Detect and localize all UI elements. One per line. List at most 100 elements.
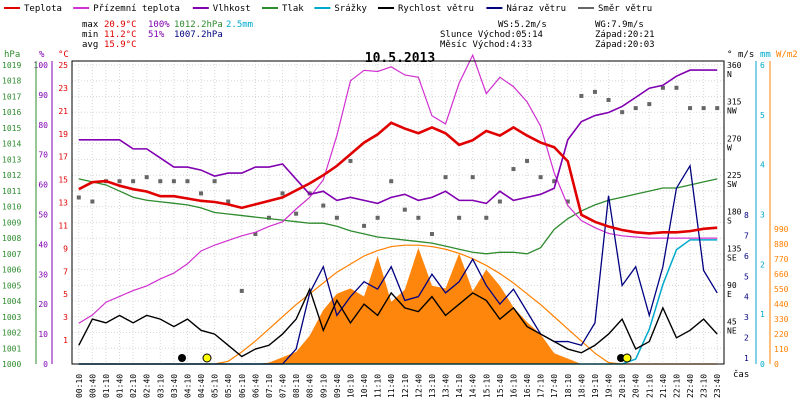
x-tick: 11:10 <box>374 374 383 398</box>
wind-direction-point <box>579 93 584 98</box>
hpa-tick: 1011 <box>2 187 21 196</box>
c-tick: 21 <box>58 107 68 116</box>
x-tick: 16:40 <box>523 374 532 398</box>
legend-label: Tlak <box>282 4 304 14</box>
pct-tick: 10 <box>38 330 48 339</box>
mm-tick: 1 <box>760 310 765 319</box>
x-tick: 08:10 <box>292 374 301 398</box>
x-tick: 17:40 <box>550 374 559 398</box>
stats-max-temp: 20.9°C <box>104 20 137 30</box>
legend-label: Srážky <box>334 4 367 14</box>
pct-tick: 80 <box>38 121 48 130</box>
ms-tick: 7 <box>744 231 749 240</box>
dir-deg-tick: 360 <box>727 61 742 70</box>
wind-direction-point <box>76 195 81 200</box>
wind-direction-point <box>592 89 597 94</box>
x-tick: 22:40 <box>686 374 695 398</box>
x-tick: 23:40 <box>713 374 722 398</box>
wind-direction-point <box>294 211 299 216</box>
wind-direction-point <box>334 215 339 220</box>
left-axes: 1019101810171016101510141013101210111010… <box>2 61 68 369</box>
sunset-marker <box>622 353 632 363</box>
x-tick: 17:10 <box>537 374 546 398</box>
legend-label: Přízemní teplota <box>93 4 180 14</box>
moonrise-marker <box>178 354 186 362</box>
pct-tick: 90 <box>38 91 48 100</box>
dir-deg-tick: 135 <box>727 244 742 253</box>
wind-direction-point <box>633 106 638 111</box>
stats-moon: Měsíc Východ:4:33 <box>440 40 532 50</box>
stats-sun-set: Západ:20:21 <box>595 30 655 40</box>
ms-tick: 6 <box>744 252 749 261</box>
hpa-tick: 1009 <box>2 218 21 227</box>
stats-moon-set: Západ:20:03 <box>595 40 655 50</box>
x-tick: 21:40 <box>659 374 668 398</box>
pct-tick: 60 <box>38 181 48 190</box>
ms-tick: 8 <box>744 211 749 220</box>
wind-direction-point <box>565 199 570 204</box>
pct-tick: 100 <box>34 61 49 70</box>
wind-direction-point <box>389 179 394 184</box>
wind-direction-point <box>538 175 543 180</box>
hpa-tick: 1003 <box>2 313 21 322</box>
x-tick: 05:40 <box>224 374 233 398</box>
wind-direction-point <box>457 215 462 220</box>
stats-block: max 20.9°C 100% 1012.2hPa 2.5mm min 11.2… <box>82 20 655 50</box>
wind-direction-point <box>212 179 217 184</box>
wm2-tick: 660 <box>774 270 789 279</box>
sun-moon-markers <box>178 353 632 363</box>
dir-label-tick: SE <box>727 253 737 262</box>
legend-label: Náraz větru <box>506 4 566 14</box>
wind-direction-point <box>497 199 502 204</box>
plot-frame <box>71 60 725 365</box>
axis-title-wm2: W/m2 <box>776 50 798 60</box>
sunrise-marker <box>202 353 212 363</box>
wind-direction-point <box>226 199 231 204</box>
x-tick: 10:10 <box>346 374 355 398</box>
x-tick: 01:40 <box>116 374 125 398</box>
mm-tick: 4 <box>760 161 765 170</box>
pct-tick: 0 <box>43 360 48 369</box>
pct-tick: 40 <box>38 240 48 249</box>
x-tick: 19:10 <box>591 374 600 398</box>
x-tick: 12:40 <box>414 374 423 398</box>
wind-direction-point <box>185 179 190 184</box>
pressure-line <box>78 178 718 255</box>
wind-direction-point <box>266 215 271 220</box>
wind-direction-point <box>239 288 244 293</box>
x-tick: 20:10 <box>618 374 627 398</box>
x-tick: 07:10 <box>265 374 274 398</box>
dir-label-tick: E <box>727 290 732 299</box>
wm2-tick: 110 <box>774 345 789 354</box>
stats-min-label: min <box>82 30 98 40</box>
x-tick: 11:40 <box>387 374 396 398</box>
c-tick: 17 <box>58 153 68 162</box>
stats-max-press: 1012.2hPa <box>174 20 223 30</box>
pct-tick: 50 <box>38 211 48 220</box>
ms-tick: 2 <box>744 334 749 343</box>
x-tick: 21:10 <box>645 374 654 398</box>
stats-min-temp: 11.2°C <box>104 30 137 40</box>
right-axes: 360N315NW270W225SW180S135SE90E45NE654321… <box>727 61 789 369</box>
x-tick: 18:40 <box>577 374 586 398</box>
axis-title-ms: m/s <box>738 50 754 60</box>
legend-label: Směr větru <box>598 4 652 14</box>
x-tick: 14:10 <box>455 374 464 398</box>
hpa-tick: 1005 <box>2 281 21 290</box>
wind-direction-point <box>620 110 625 115</box>
x-tick: 03:10 <box>156 374 165 398</box>
stats-max-hum: 100% <box>148 20 170 30</box>
wind-direction-point <box>660 85 665 90</box>
wm2-tick: 880 <box>774 240 789 249</box>
wm2-tick: 990 <box>774 225 789 234</box>
legend-label: Vlhkost <box>213 4 251 14</box>
mm-tick: 3 <box>760 211 765 220</box>
c-tick: 15 <box>58 176 68 185</box>
wind-direction-point <box>429 232 434 237</box>
hpa-tick: 1018 <box>2 77 21 86</box>
axis-title-c: °C <box>58 50 69 60</box>
dir-deg-tick: 90 <box>727 281 737 290</box>
x-tick: 02:40 <box>143 374 152 398</box>
x-tick: 09:10 <box>319 374 328 398</box>
